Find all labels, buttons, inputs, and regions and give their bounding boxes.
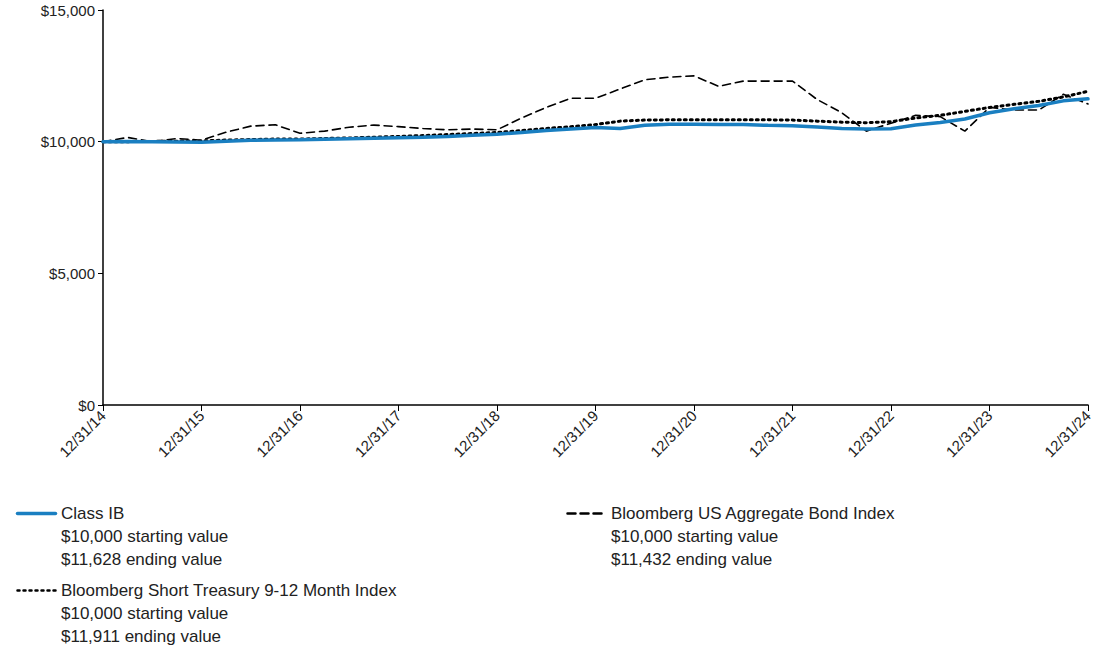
svg-text:12/31/24: 12/31/24 <box>1041 407 1094 460</box>
svg-text:12/31/23: 12/31/23 <box>942 407 995 460</box>
svg-text:$10,000 starting value: $10,000 starting value <box>611 527 778 546</box>
svg-text:12/31/16: 12/31/16 <box>253 407 306 460</box>
svg-text:$5,000: $5,000 <box>49 265 95 282</box>
svg-text:$11,911 ending value: $11,911 ending value <box>61 627 221 646</box>
svg-text:12/31/22: 12/31/22 <box>844 407 897 460</box>
svg-text:$0: $0 <box>78 396 95 414</box>
svg-text:12/31/20: 12/31/20 <box>647 407 700 460</box>
svg-text:12/31/19: 12/31/19 <box>548 407 601 460</box>
svg-text:12/31/15: 12/31/15 <box>154 407 207 460</box>
svg-text:$11,432 ending value: $11,432 ending value <box>611 550 772 569</box>
svg-text:Class IB: Class IB <box>61 504 124 523</box>
svg-text:$15,000: $15,000 <box>41 2 95 19</box>
svg-text:12/31/18: 12/31/18 <box>450 407 503 460</box>
svg-text:Bloomberg US Aggregate Bond In: Bloomberg US Aggregate Bond Index <box>611 504 895 523</box>
svg-text:12/31/14: 12/31/14 <box>56 407 109 460</box>
svg-text:$10,000: $10,000 <box>41 133 95 150</box>
svg-text:12/31/21: 12/31/21 <box>745 407 798 460</box>
svg-text:Bloomberg Short Treasury 9-12: Bloomberg Short Treasury 9-12 Month Inde… <box>61 581 397 600</box>
svg-text:$11,628 ending value: $11,628 ending value <box>61 550 222 569</box>
svg-text:12/31/17: 12/31/17 <box>351 407 404 460</box>
svg-text:$10,000 starting value: $10,000 starting value <box>61 527 228 546</box>
svg-text:$10,000 starting value: $10,000 starting value <box>61 604 228 623</box>
